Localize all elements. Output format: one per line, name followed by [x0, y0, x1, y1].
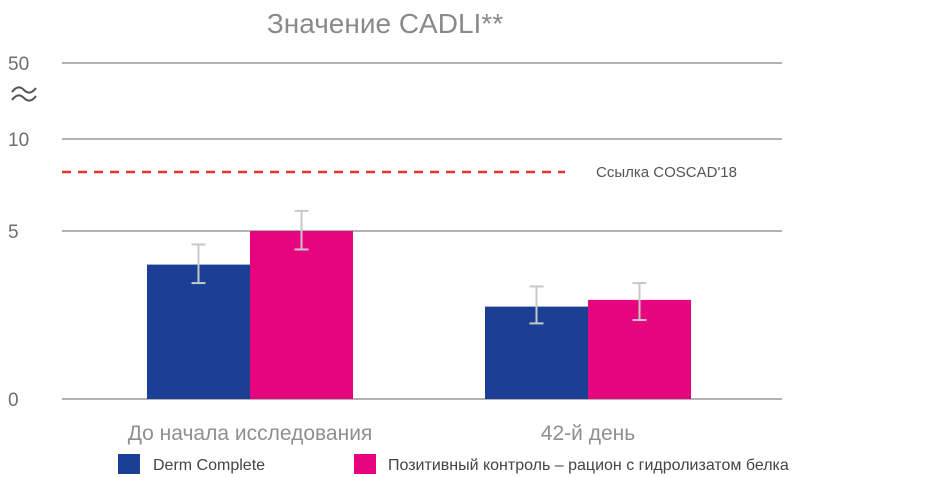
y-tick-50: 50	[8, 54, 29, 75]
bar	[250, 231, 353, 399]
legend-swatch-positive-control	[354, 454, 376, 474]
legend-label: Позитивный контроль – рацион с гидролиза…	[388, 457, 789, 474]
legend: Derm Complete Позитивный контроль – раци…	[118, 454, 789, 474]
x-category-label: 42-й день	[541, 422, 635, 445]
bar	[147, 264, 250, 399]
y-tick-10: 10	[8, 130, 29, 151]
x-category-label: До начала исследования	[128, 422, 373, 445]
chart-title: Значение CADLI**	[267, 8, 503, 39]
axis-break-icon	[11, 86, 37, 102]
y-tick-5: 5	[8, 222, 19, 243]
legend-swatch-derm-complete	[118, 454, 140, 474]
y-tick-0: 0	[8, 390, 19, 411]
legend-label: Derm Complete	[153, 457, 265, 474]
chart-marks	[147, 209, 691, 399]
reference-line-label: Ссылка COSCAD'18	[596, 164, 737, 181]
